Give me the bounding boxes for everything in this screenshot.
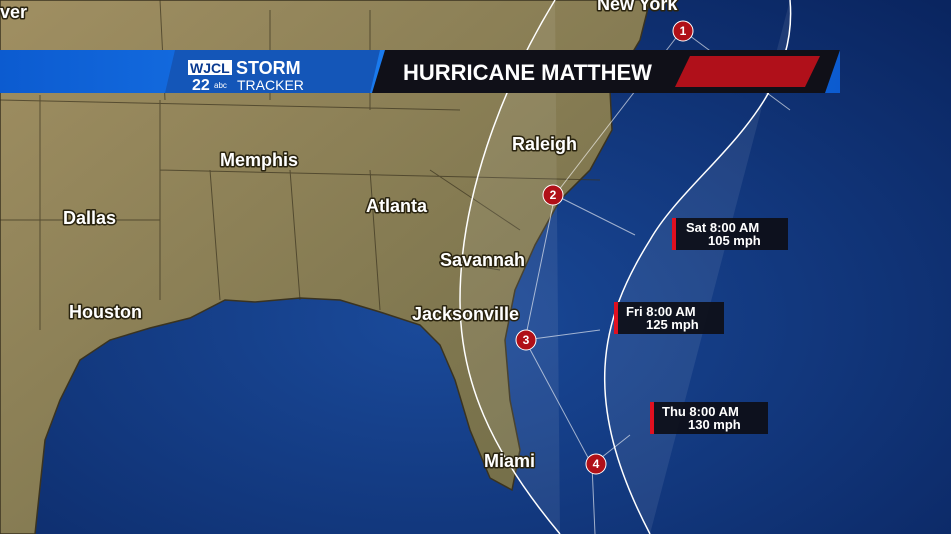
- city-label: Savannah: [440, 250, 525, 270]
- city-label: New York: [597, 0, 678, 14]
- network: abc: [214, 81, 227, 90]
- city-label: Dallas: [63, 208, 116, 228]
- station: WJCL: [190, 60, 230, 76]
- storm-number: 2: [550, 188, 557, 202]
- storm-number: 4: [593, 457, 600, 471]
- banner: WJCL 22 abc STORM TRACKER HURRICANE MATT…: [0, 50, 840, 94]
- forecast-wind: 125 mph: [646, 317, 699, 332]
- forecast-time: Thu 8:00 AM: [662, 404, 739, 419]
- forecast-wind: 130 mph: [688, 417, 741, 432]
- banner-title: HURRICANE MATTHEW: [403, 60, 652, 85]
- land: [0, 0, 651, 534]
- city-label: Houston: [69, 302, 142, 322]
- storm-markers: 1 2 3 4: [515, 20, 694, 475]
- storm-icon: [585, 453, 607, 475]
- city-label: Miami: [484, 451, 535, 471]
- brand-top: STORM: [236, 58, 301, 78]
- city-label: Memphis: [220, 150, 298, 170]
- partial-label: ver: [0, 2, 27, 22]
- city-label: Jacksonville: [412, 304, 519, 324]
- storm-number: 3: [523, 333, 530, 347]
- storm-icon: [672, 20, 694, 42]
- city-label: Raleigh: [512, 134, 577, 154]
- forecast-time: Fri 8:00 AM: [626, 304, 696, 319]
- storm-number: 1: [680, 24, 687, 38]
- storm-icon: [542, 184, 564, 206]
- forecast-time: Sat 8:00 AM: [686, 220, 759, 235]
- storm-icon: [515, 329, 537, 351]
- city-label: Atlanta: [366, 196, 428, 216]
- forecast-wind: 105 mph: [708, 233, 761, 248]
- channel: 22: [192, 77, 210, 94]
- brand-bottom: TRACKER: [237, 77, 304, 93]
